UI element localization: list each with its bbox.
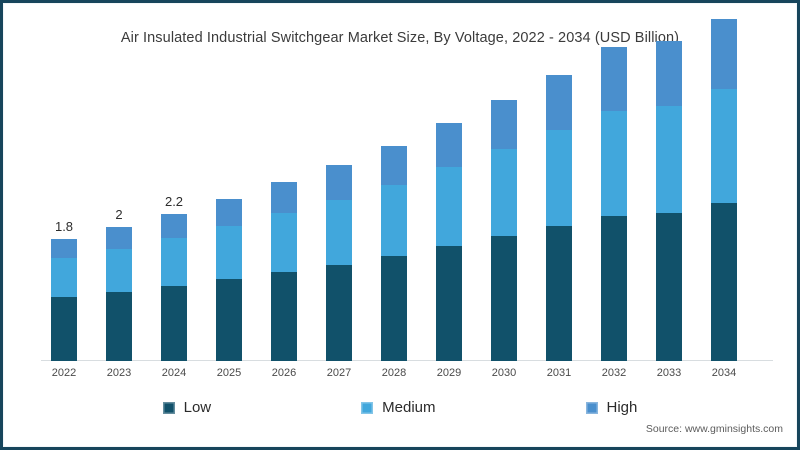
bar-segment-medium[interactable]: [271, 213, 297, 272]
bar-2030[interactable]: [491, 100, 517, 361]
bar-segment-medium[interactable]: [656, 106, 682, 213]
legend-label: Medium: [382, 399, 436, 416]
bar-segment-medium[interactable]: [326, 200, 352, 265]
bar-2025[interactable]: [216, 199, 242, 361]
bar-segment-medium[interactable]: [546, 130, 572, 226]
bar-segment-low[interactable]: [436, 246, 462, 361]
bar-segment-medium[interactable]: [216, 226, 242, 279]
x-tick-2026: 2026: [271, 367, 297, 379]
bar-value-label: 1.8: [54, 219, 74, 234]
bar-segment-low[interactable]: [216, 279, 242, 361]
x-tick-2027: 2027: [326, 367, 352, 379]
bar-value-label: 2: [115, 207, 123, 222]
x-tick-2032: 2032: [601, 367, 627, 379]
legend-item-low[interactable]: Low: [162, 399, 212, 416]
bar-segment-low[interactable]: [51, 297, 77, 361]
bar-segment-high[interactable]: [491, 100, 517, 149]
bar-segment-low[interactable]: [711, 203, 737, 361]
x-tick-2030: 2030: [491, 367, 517, 379]
bar-segment-medium[interactable]: [381, 185, 407, 256]
x-tick-2022: 2022: [51, 367, 77, 379]
bar-2024[interactable]: 2.2: [161, 194, 187, 361]
bar-segment-low[interactable]: [326, 265, 352, 361]
bar-segment-high[interactable]: [711, 19, 737, 89]
x-axis-tick-labels: 2022 2023 2024 2025 2026 2027 2028 2029 2030 2031…: [33, 367, 773, 385]
bar-segment-medium[interactable]: [106, 249, 132, 292]
x-tick-2024: 2024: [161, 367, 187, 379]
bar-segment-high[interactable]: [601, 47, 627, 111]
bar-segment-medium[interactable]: [711, 89, 737, 203]
bar-2028[interactable]: [381, 146, 407, 361]
bar-2022[interactable]: 1.8: [51, 219, 77, 361]
bar-segment-high[interactable]: [106, 227, 132, 249]
bar-segment-high[interactable]: [326, 165, 352, 200]
chart-title: Air Insulated Industrial Switchgear Mark…: [120, 30, 680, 46]
bar-value-label: 2.2: [164, 194, 184, 209]
bar-segment-high[interactable]: [216, 199, 242, 226]
x-tick-2028: 2028: [381, 367, 407, 379]
plot-area: 1.8 2 2.2: [33, 19, 773, 361]
bar-2026[interactable]: [271, 182, 297, 361]
bar-2032[interactable]: [601, 47, 627, 361]
bar-segment-low[interactable]: [271, 272, 297, 361]
bar-2034[interactable]: [711, 19, 737, 361]
legend-item-high[interactable]: High: [585, 399, 638, 416]
x-axis-line: [41, 360, 773, 361]
bar-segment-medium[interactable]: [161, 238, 187, 286]
bar-segment-low[interactable]: [381, 256, 407, 361]
legend-item-medium[interactable]: Medium: [361, 399, 436, 416]
x-tick-2029: 2029: [436, 367, 462, 379]
bar-segment-medium[interactable]: [601, 111, 627, 216]
bar-2033[interactable]: [656, 41, 682, 361]
bar-segment-low[interactable]: [656, 213, 682, 361]
bar-2027[interactable]: [326, 165, 352, 361]
legend-label: Low: [183, 399, 212, 416]
legend-swatch-icon: [361, 401, 374, 414]
bar-segment-medium[interactable]: [51, 258, 77, 297]
bar-2031[interactable]: [546, 75, 572, 361]
bar-2023[interactable]: 2: [106, 207, 132, 361]
legend-label: High: [606, 399, 638, 416]
bar-segment-low[interactable]: [161, 286, 187, 361]
bar-segment-high[interactable]: [161, 214, 187, 238]
bar-segment-high[interactable]: [51, 239, 77, 258]
x-tick-2025: 2025: [216, 367, 242, 379]
bar-2029[interactable]: [436, 123, 462, 361]
bar-segment-low[interactable]: [601, 216, 627, 361]
bar-segment-high[interactable]: [381, 146, 407, 185]
source-attribution: Source: www.gminsights.com: [645, 423, 783, 435]
legend-swatch-icon: [585, 401, 598, 414]
bar-segment-medium[interactable]: [491, 149, 517, 236]
x-tick-2023: 2023: [106, 367, 132, 379]
bar-segment-medium[interactable]: [436, 167, 462, 246]
bar-segment-low[interactable]: [106, 292, 132, 361]
bar-series-container: 1.8 2 2.2: [33, 19, 773, 361]
x-tick-2034: 2034: [711, 367, 737, 379]
chart-legend: Low Medium High: [3, 399, 797, 416]
bar-segment-high[interactable]: [546, 75, 572, 130]
x-tick-2031: 2031: [546, 367, 572, 379]
bar-segment-low[interactable]: [546, 226, 572, 361]
bar-segment-low[interactable]: [491, 236, 517, 361]
x-tick-2033: 2033: [656, 367, 682, 379]
bar-segment-high[interactable]: [271, 182, 297, 213]
bar-segment-high[interactable]: [436, 123, 462, 167]
bar-segment-high[interactable]: [656, 41, 682, 106]
legend-swatch-icon: [162, 401, 175, 414]
